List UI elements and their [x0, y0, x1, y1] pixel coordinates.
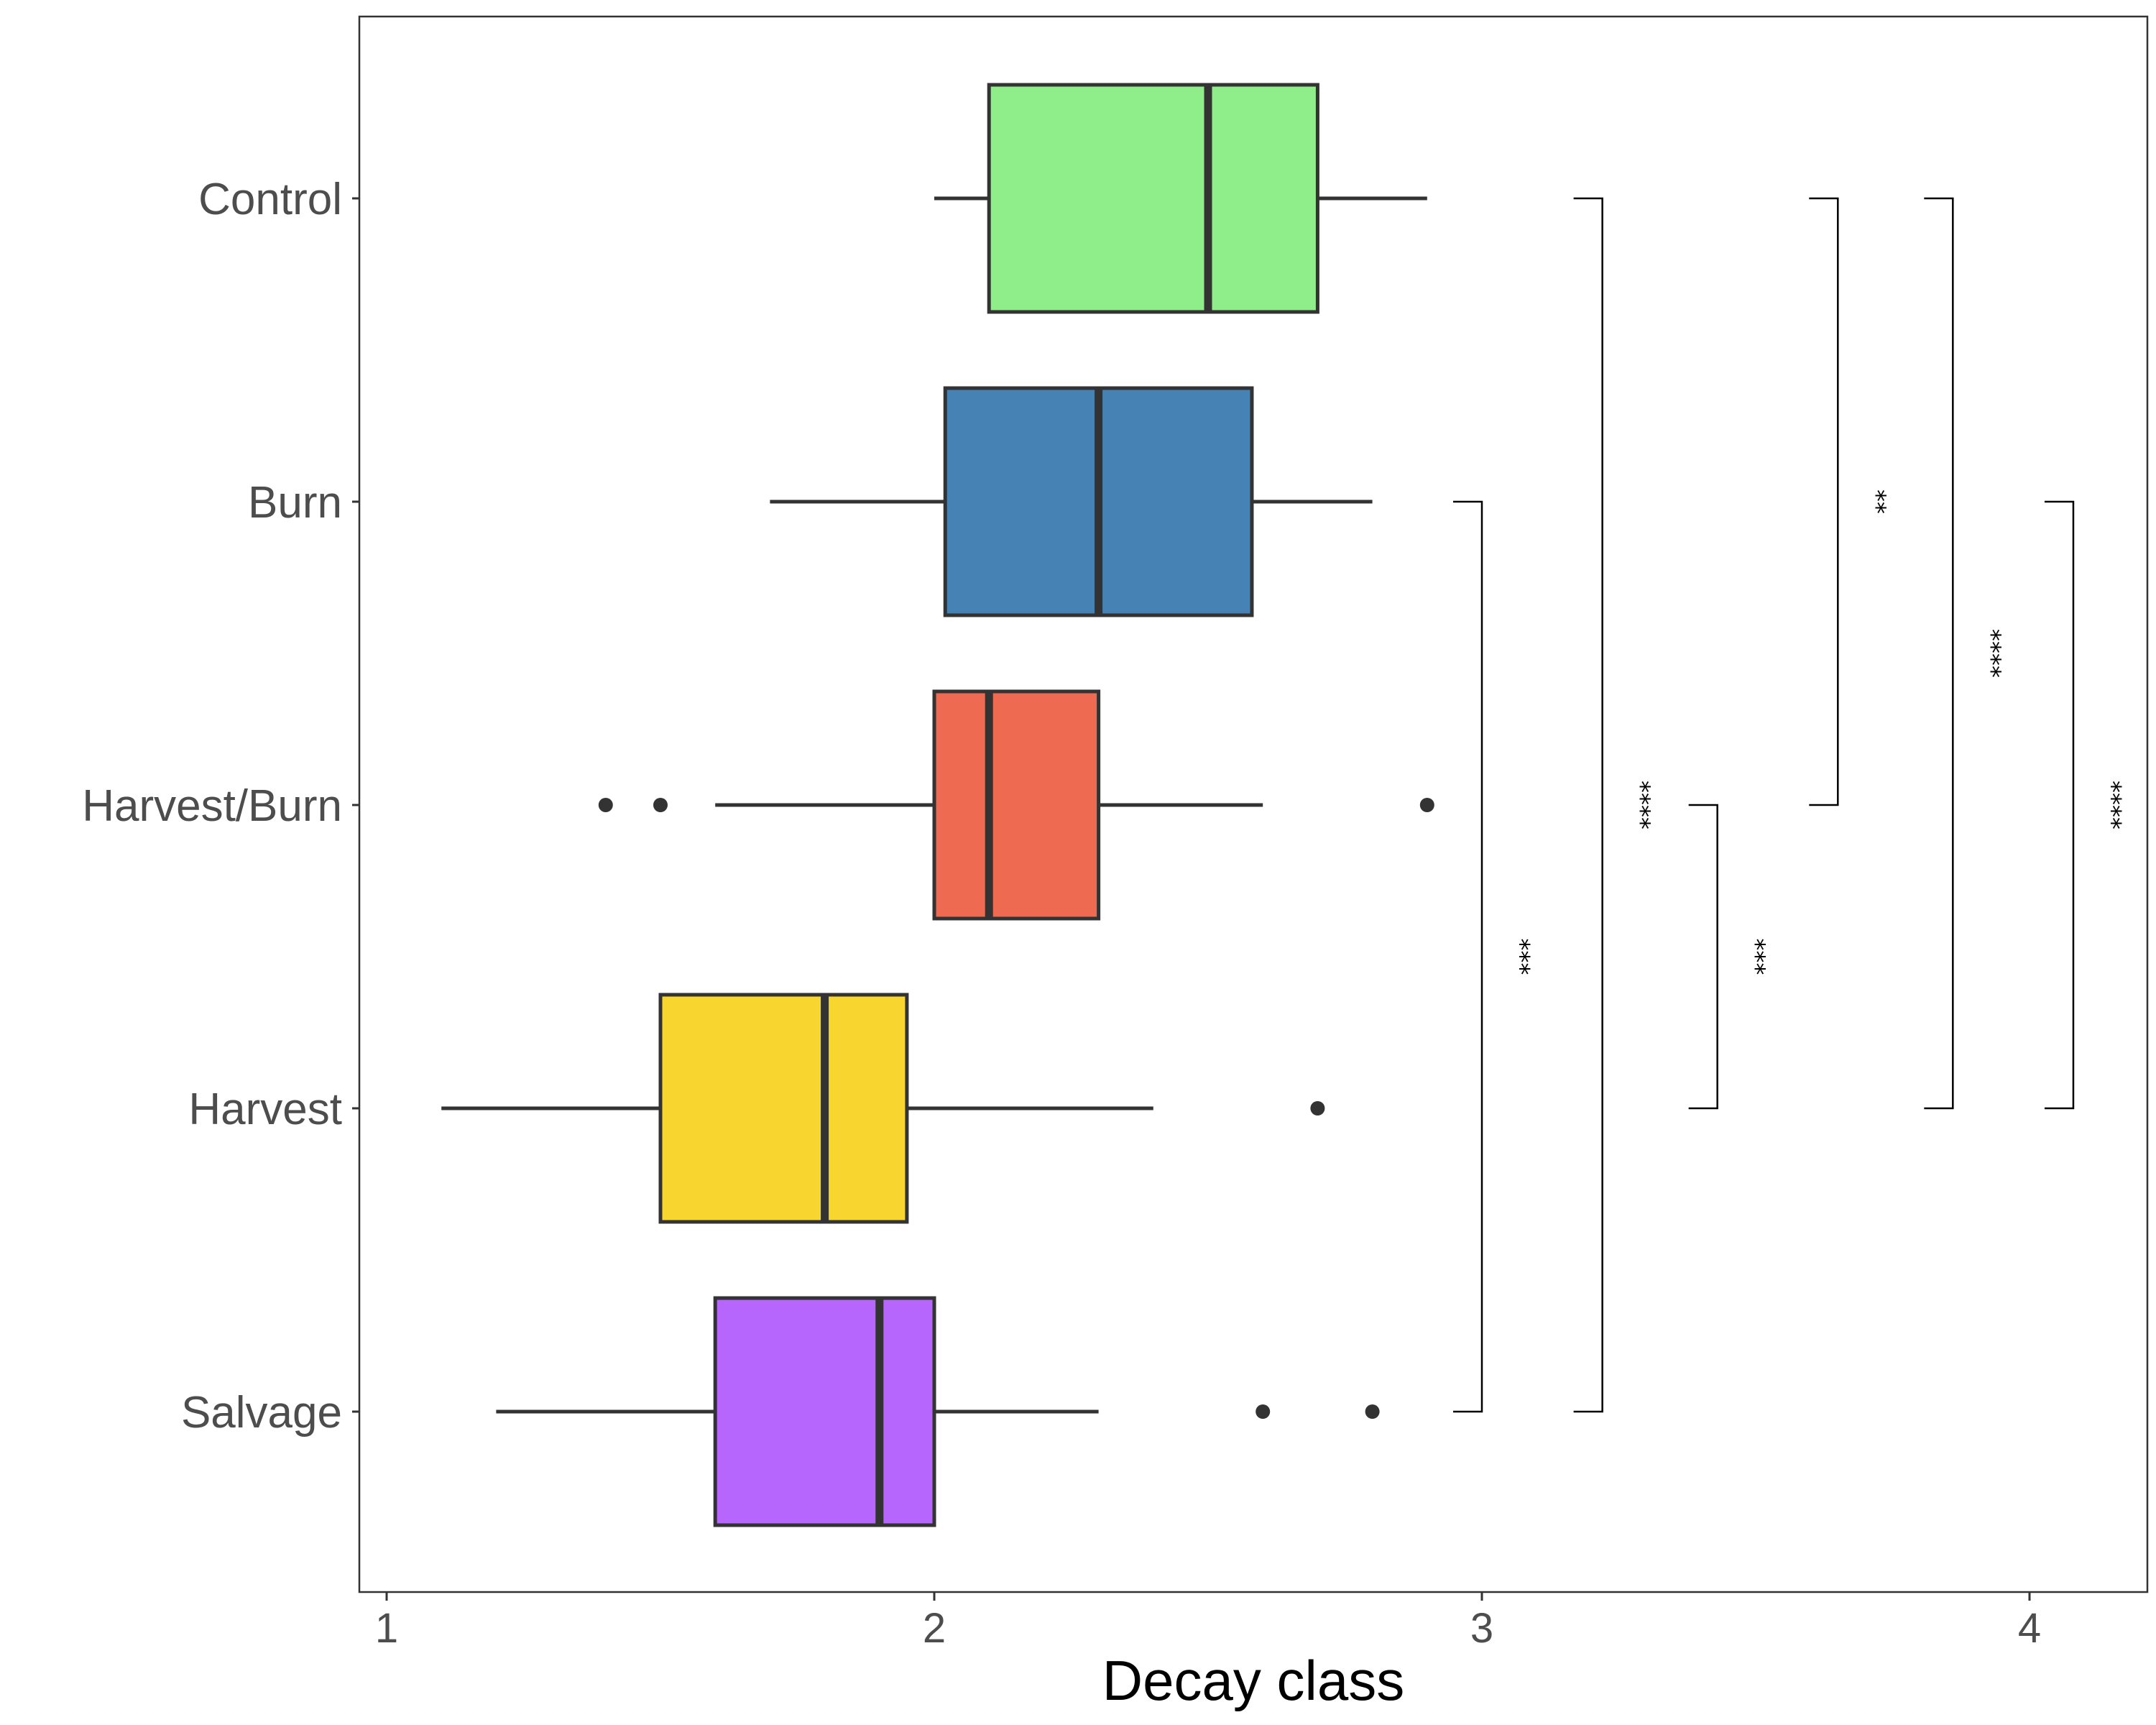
outlier-point: [1310, 1101, 1325, 1116]
axes-layer: Control Burn Harvest/Burn Harvest Salvage 1 2 3…: [82, 175, 2041, 1652]
outlier-point: [653, 798, 668, 812]
y-tick-label: Burn: [248, 478, 342, 528]
significance-bracket: ****: [2044, 500, 2126, 1110]
bracket-line: [1573, 197, 1603, 1413]
significance-label: ***: [1741, 939, 1770, 975]
significance-bracket: ****: [1924, 197, 2006, 1110]
box-group-harvest: [441, 993, 1325, 1224]
outlier-point: [1365, 1404, 1380, 1419]
x-axis-title: Decay class: [1102, 1649, 1404, 1712]
y-tick-label: Harvest/Burn: [82, 781, 342, 831]
y-tick-label: Salvage: [181, 1388, 342, 1438]
bracket-line: [1688, 804, 1718, 1110]
bracket-line: [1809, 197, 1839, 806]
x-tick-label: 4: [2018, 1605, 2041, 1652]
x-tick-label: 2: [923, 1605, 946, 1652]
significance-bracket: **: [1809, 197, 1891, 806]
significance-label: ****: [1626, 781, 1655, 829]
outlier-point: [598, 798, 613, 812]
boxes-layer: [441, 83, 1434, 1527]
box-group-harvest-burn: [598, 689, 1434, 921]
significance-layer: ********************: [1453, 197, 2126, 1413]
significance-bracket: ***: [1453, 500, 1535, 1413]
y-tick-label: Control: [198, 175, 342, 224]
box-iqr: [932, 689, 1101, 921]
box-iqr: [987, 83, 1319, 314]
box-iqr: [713, 1296, 936, 1527]
outlier-point: [1419, 798, 1434, 812]
bracket-line: [1924, 197, 1954, 1110]
significance-label: ***: [1506, 939, 1535, 975]
x-tick-label: 3: [1470, 1605, 1493, 1652]
significance-label: ****: [1977, 629, 2006, 678]
significance-label: ****: [2097, 781, 2126, 829]
x-tick-label: 1: [375, 1605, 398, 1652]
significance-bracket: ***: [1688, 804, 1770, 1110]
box-group-control: [934, 83, 1427, 314]
significance-label: **: [1862, 489, 1891, 514]
significance-bracket: ****: [1573, 197, 1655, 1413]
box-group-burn: [770, 386, 1373, 617]
outlier-point: [1256, 1404, 1271, 1419]
bracket-line: [2044, 500, 2075, 1110]
bracket-line: [1453, 500, 1483, 1413]
box-iqr: [658, 993, 909, 1224]
box-group-salvage: [496, 1296, 1380, 1527]
y-tick-label: Harvest: [188, 1085, 342, 1134]
